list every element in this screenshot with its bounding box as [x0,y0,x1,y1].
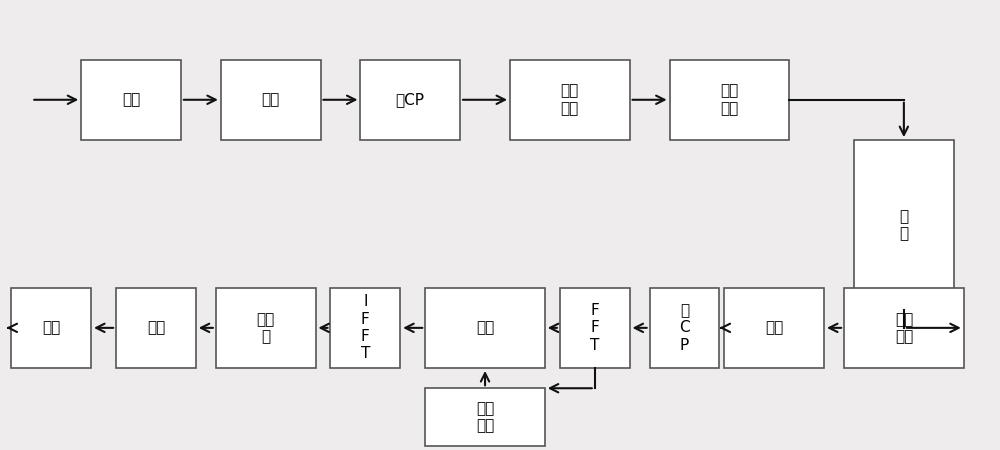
Text: 解码: 解码 [42,320,60,335]
Text: 数据
成帧: 数据 成帧 [561,84,579,116]
FancyBboxPatch shape [844,288,964,368]
Text: 成型
滤波: 成型 滤波 [720,84,738,116]
Text: 解映
射: 解映 射 [257,312,275,344]
Text: 去
C
P: 去 C P [679,303,690,353]
Text: 匹配
滤波: 匹配 滤波 [895,312,913,344]
FancyBboxPatch shape [670,59,789,140]
FancyBboxPatch shape [11,288,91,368]
FancyBboxPatch shape [116,288,196,368]
Text: 均衡: 均衡 [476,320,494,335]
FancyBboxPatch shape [724,288,824,368]
FancyBboxPatch shape [510,59,630,140]
Text: 信
道: 信 道 [899,209,908,241]
FancyBboxPatch shape [425,388,545,446]
FancyBboxPatch shape [560,288,630,368]
Text: 映射: 映射 [262,92,280,107]
FancyBboxPatch shape [650,288,719,368]
Text: 信道
估计: 信道 估计 [476,401,494,433]
FancyBboxPatch shape [81,59,181,140]
FancyBboxPatch shape [216,288,316,368]
FancyBboxPatch shape [330,288,400,368]
FancyBboxPatch shape [360,59,460,140]
Text: 加CP: 加CP [396,92,425,107]
Text: 判决: 判决 [147,320,165,335]
FancyBboxPatch shape [221,59,321,140]
FancyBboxPatch shape [425,288,545,368]
Text: I
F
F
T: I F F T [361,294,370,361]
Text: 编码: 编码 [122,92,140,107]
FancyBboxPatch shape [854,140,954,310]
Text: 同步: 同步 [765,320,783,335]
Text: F
F
T: F F T [590,303,599,353]
